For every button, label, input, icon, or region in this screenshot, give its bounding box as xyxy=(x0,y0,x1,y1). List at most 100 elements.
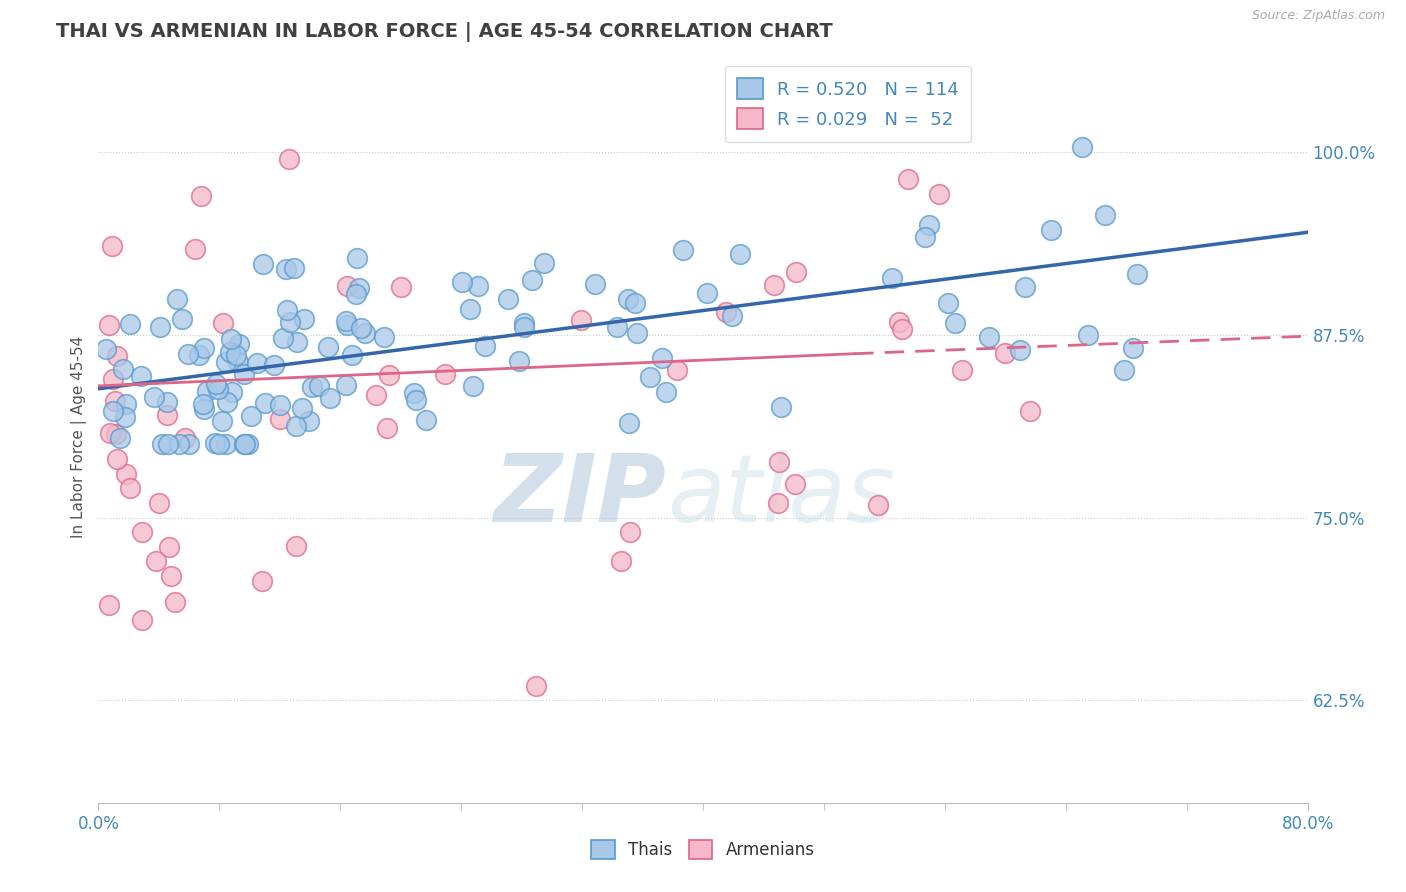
Point xyxy=(145,554,167,568)
Point xyxy=(1071,139,1094,153)
Point xyxy=(96,342,118,356)
Point xyxy=(283,261,305,276)
Point xyxy=(108,431,131,445)
Point xyxy=(148,496,170,510)
Point xyxy=(172,312,194,326)
Point xyxy=(467,279,489,293)
Point xyxy=(276,302,298,317)
Point xyxy=(714,305,737,319)
Point xyxy=(943,316,966,330)
Point xyxy=(233,367,256,381)
Point xyxy=(606,319,628,334)
Point xyxy=(173,431,195,445)
Point xyxy=(298,414,321,428)
Point xyxy=(1010,343,1032,357)
Point xyxy=(301,380,323,394)
Point xyxy=(366,388,388,402)
Point xyxy=(157,437,180,451)
Point xyxy=(177,437,200,451)
Point xyxy=(176,347,198,361)
Point xyxy=(498,292,520,306)
Point xyxy=(228,336,250,351)
Point xyxy=(571,313,593,327)
Point xyxy=(728,246,751,260)
Point xyxy=(336,279,359,293)
Point xyxy=(274,262,297,277)
Point xyxy=(651,351,673,365)
Point xyxy=(219,332,242,346)
Point xyxy=(97,599,120,613)
Point xyxy=(204,435,226,450)
Point xyxy=(263,359,285,373)
Point xyxy=(347,281,370,295)
Point xyxy=(278,315,301,329)
Point xyxy=(405,392,427,407)
Point xyxy=(240,409,263,423)
Point xyxy=(188,348,211,362)
Point xyxy=(434,367,457,381)
Point xyxy=(204,377,226,392)
Point xyxy=(211,414,233,428)
Point xyxy=(335,314,357,328)
Point xyxy=(375,420,398,434)
Point xyxy=(619,525,641,540)
Point xyxy=(131,613,153,627)
Point xyxy=(157,540,180,554)
Point xyxy=(1077,328,1099,343)
Point xyxy=(226,355,249,369)
Point xyxy=(344,286,367,301)
Point xyxy=(152,437,174,451)
Point xyxy=(897,172,920,186)
Point xyxy=(233,437,256,451)
Point xyxy=(167,437,190,451)
Point xyxy=(215,437,238,451)
Point xyxy=(115,397,138,411)
Point xyxy=(105,452,128,467)
Point xyxy=(285,335,308,350)
Point xyxy=(131,525,153,540)
Text: Source: ZipAtlas.com: Source: ZipAtlas.com xyxy=(1251,9,1385,22)
Point xyxy=(291,401,314,416)
Point xyxy=(319,391,342,405)
Point xyxy=(335,378,357,392)
Point xyxy=(114,410,136,425)
Point xyxy=(105,427,128,442)
Point xyxy=(994,346,1017,360)
Point xyxy=(513,316,536,330)
Point xyxy=(1114,363,1136,377)
Point xyxy=(891,322,914,336)
Point xyxy=(928,186,950,201)
Point xyxy=(583,277,606,291)
Point xyxy=(378,368,401,382)
Point xyxy=(246,356,269,370)
Point xyxy=(1019,404,1042,418)
Point xyxy=(225,348,247,362)
Point xyxy=(672,243,695,257)
Point xyxy=(120,481,142,495)
Point xyxy=(342,348,364,362)
Point xyxy=(1122,342,1144,356)
Point xyxy=(619,416,641,430)
Point xyxy=(373,329,395,343)
Point xyxy=(149,320,172,334)
Point xyxy=(508,354,530,368)
Point xyxy=(156,394,179,409)
Point xyxy=(233,437,256,451)
Point xyxy=(415,413,437,427)
Point xyxy=(654,384,676,399)
Point xyxy=(783,476,806,491)
Point xyxy=(183,243,205,257)
Point xyxy=(104,393,127,408)
Point xyxy=(520,272,543,286)
Point xyxy=(252,574,274,588)
Point xyxy=(271,331,294,345)
Point xyxy=(193,341,215,355)
Point xyxy=(1040,223,1063,237)
Legend: Thais, Armenians: Thais, Armenians xyxy=(583,831,823,868)
Point xyxy=(165,595,187,609)
Point xyxy=(190,188,212,202)
Point xyxy=(285,539,308,553)
Point xyxy=(294,311,316,326)
Point xyxy=(207,382,229,396)
Point xyxy=(626,326,648,341)
